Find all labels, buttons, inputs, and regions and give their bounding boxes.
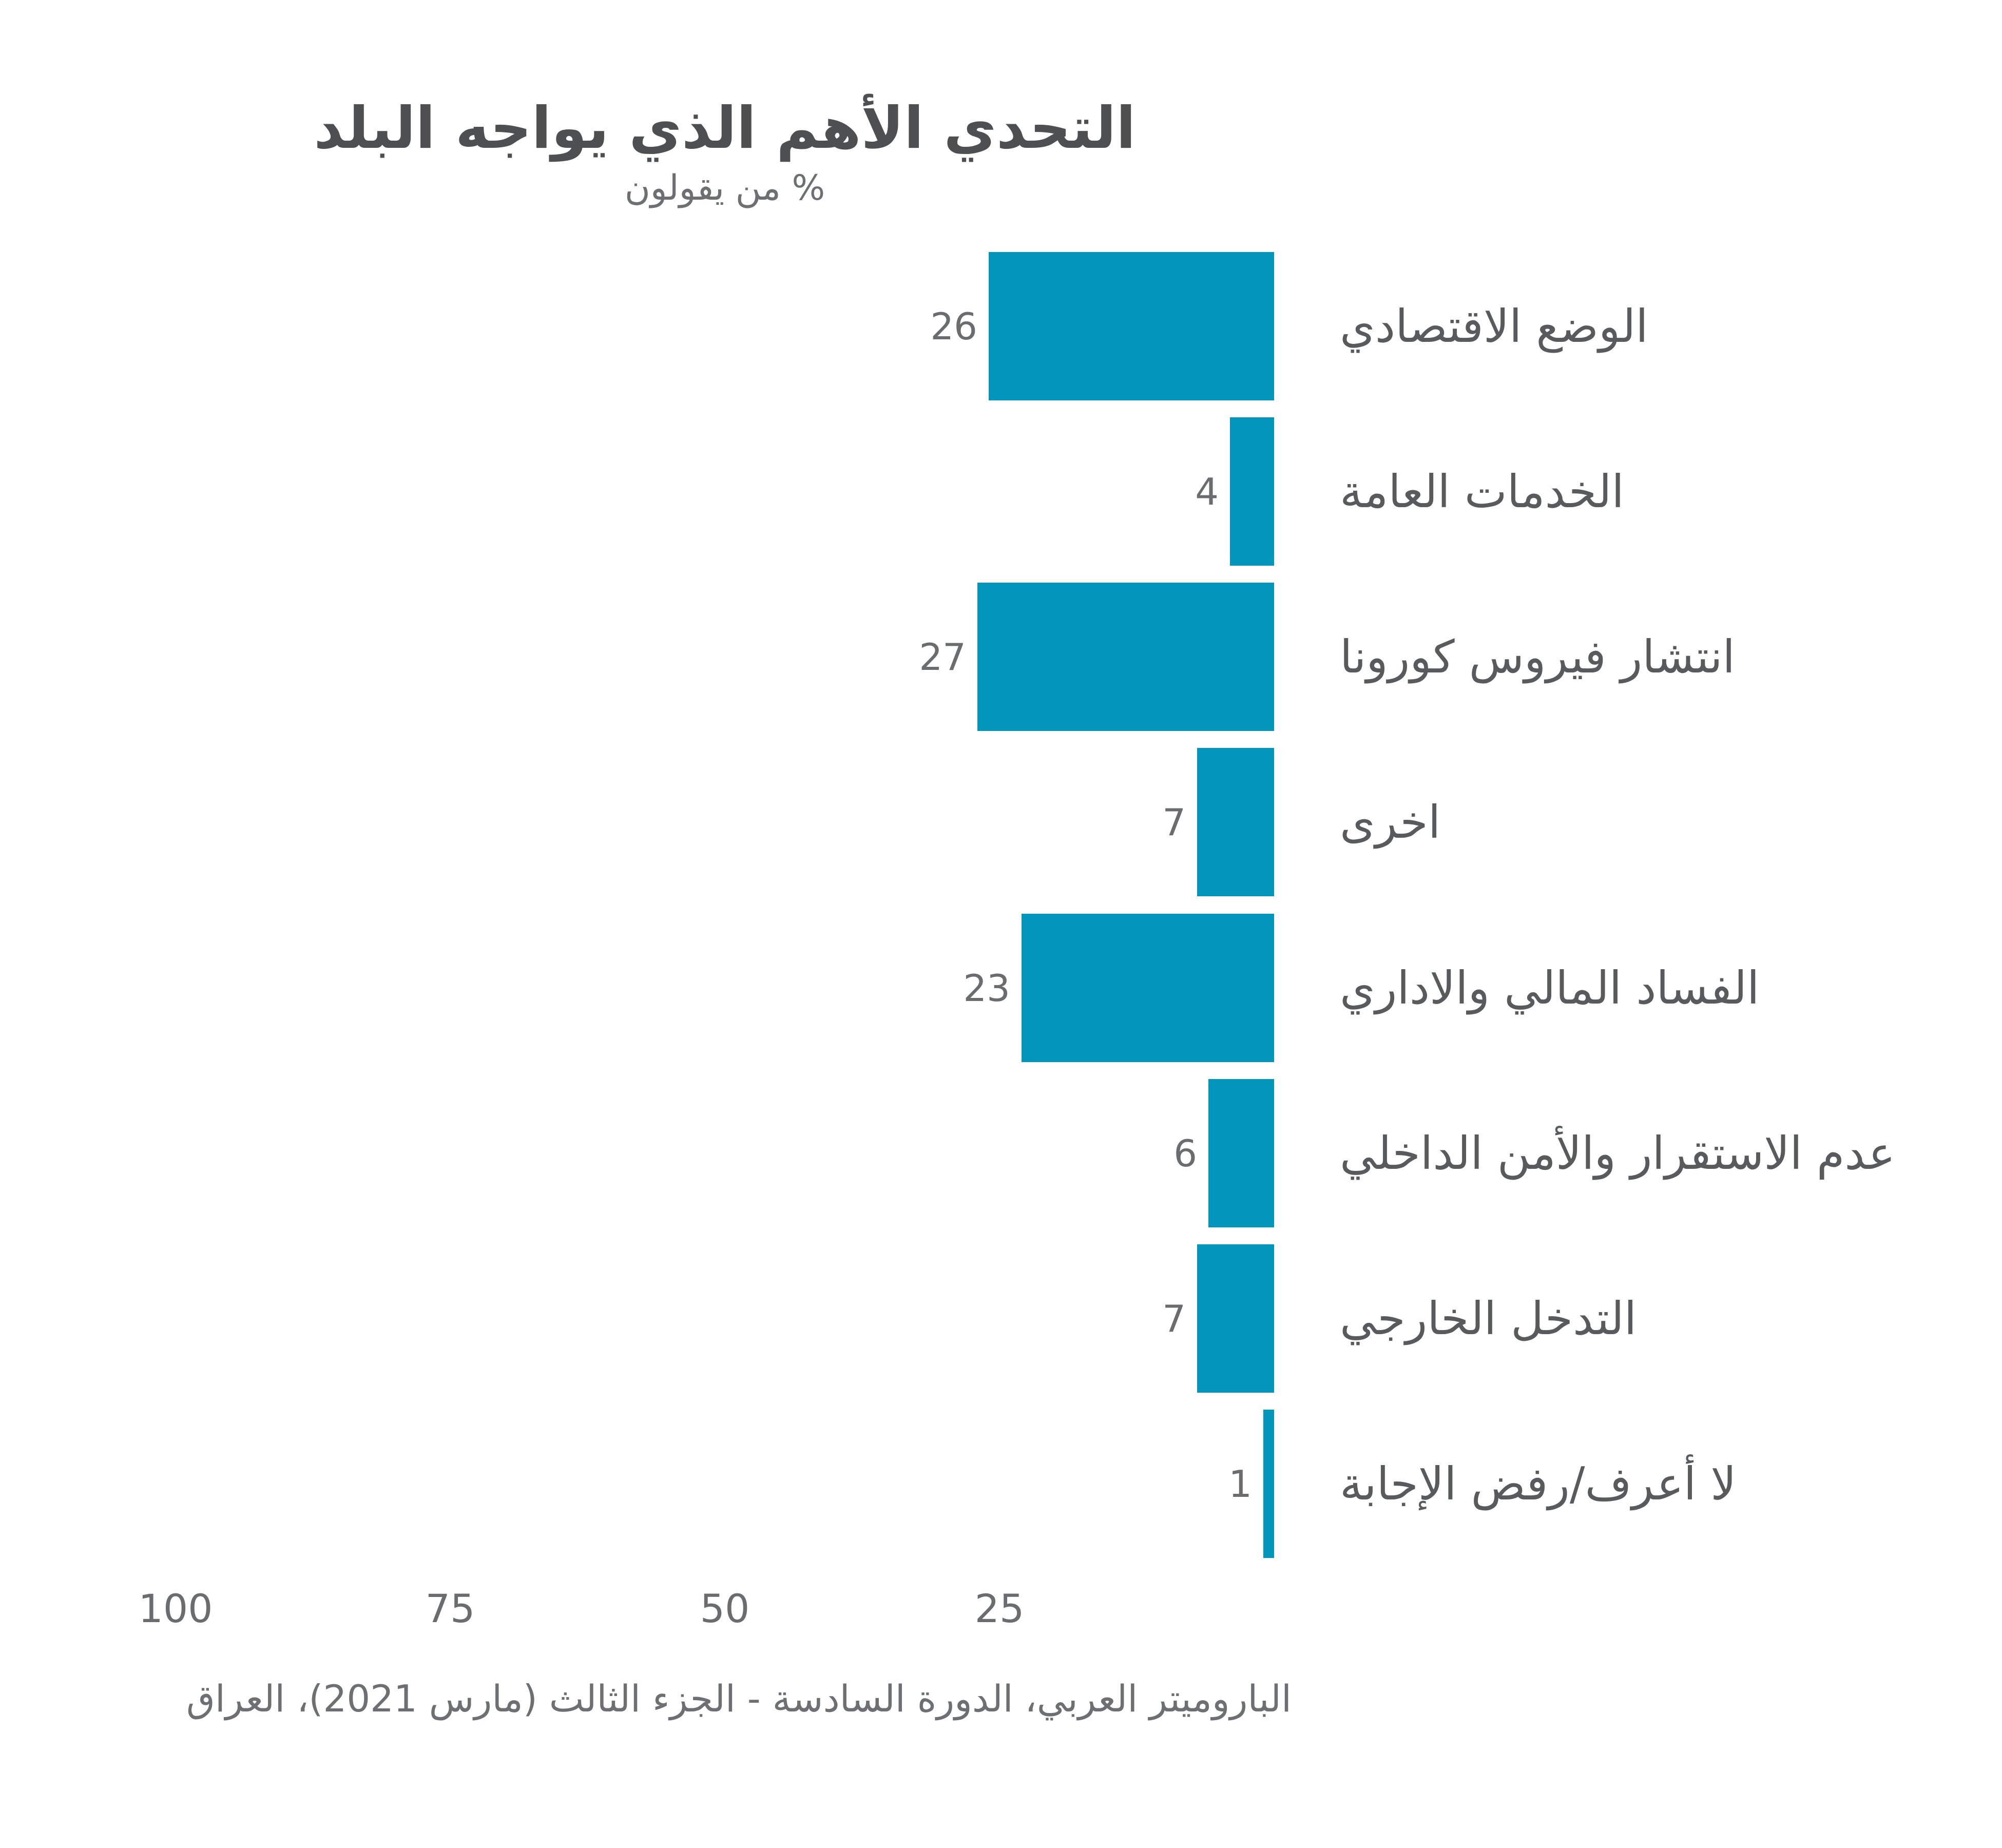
chart-row: 7 اخرى — [0, 748, 2002, 896]
bar-category-label: الوضع الاقتصادي — [1340, 299, 1648, 353]
chart-subtitle: % من يقولون — [624, 168, 825, 208]
chart-row: 26 الوضع الاقتصادي — [0, 252, 2002, 400]
bar — [977, 583, 1274, 731]
chart-row: 4 الخدمات العامة — [0, 417, 2002, 566]
bar-category-label: الخدمات العامة — [1340, 465, 1624, 518]
bar — [1208, 1079, 1274, 1227]
bar — [1230, 417, 1274, 566]
bar-value-label: 6 — [1173, 1131, 1197, 1175]
chart-row: 23 الفساد المالي والاداري — [0, 914, 2002, 1062]
bar-category-label: لا أعرف/رفض الإجابة — [1340, 1457, 1737, 1510]
chart-title: التحدي الأهم الذي يواجه البلد — [314, 95, 1136, 162]
x-tick-label: 75 — [425, 1586, 475, 1631]
bar-category-label: التدخل الخارجي — [1340, 1292, 1637, 1345]
bar-value-label: 26 — [930, 304, 977, 348]
bar — [1263, 1410, 1274, 1558]
bar — [1197, 1244, 1274, 1393]
bar-value-label: 27 — [919, 635, 966, 679]
bar-category-label: اخرى — [1340, 795, 1441, 849]
bar — [989, 252, 1274, 400]
bar-value-label: 1 — [1228, 1462, 1252, 1506]
x-tick-label: 25 — [974, 1586, 1025, 1631]
chart-row: 27 انتشار فيروس كورونا — [0, 583, 2002, 731]
x-tick-label: 100 — [138, 1586, 213, 1631]
bar-category-label: انتشار فيروس كورونا — [1340, 630, 1735, 683]
bar-category-label: عدم الاستقرار والأمن الداخلي — [1340, 1126, 1896, 1180]
bar-value-label: 4 — [1195, 470, 1219, 513]
chart-source-caption: الباروميتر العربي، الدورة السادسة - الجز… — [186, 1677, 1292, 1720]
bar-category-label: الفساد المالي والاداري — [1340, 961, 1760, 1014]
chart-row: 1 لا أعرف/رفض الإجابة — [0, 1410, 2002, 1558]
bar-value-label: 23 — [963, 966, 1010, 1010]
chart-row: 6 عدم الاستقرار والأمن الداخلي — [0, 1079, 2002, 1227]
bar-value-label: 7 — [1162, 1297, 1186, 1340]
x-axis: 100 75 50 25 — [0, 1589, 2002, 1641]
bar-value-label: 7 — [1162, 800, 1186, 844]
x-tick-label: 50 — [700, 1586, 750, 1631]
chart-row: 7 التدخل الخارجي — [0, 1244, 2002, 1393]
bar — [1022, 914, 1274, 1062]
bar — [1197, 748, 1274, 896]
